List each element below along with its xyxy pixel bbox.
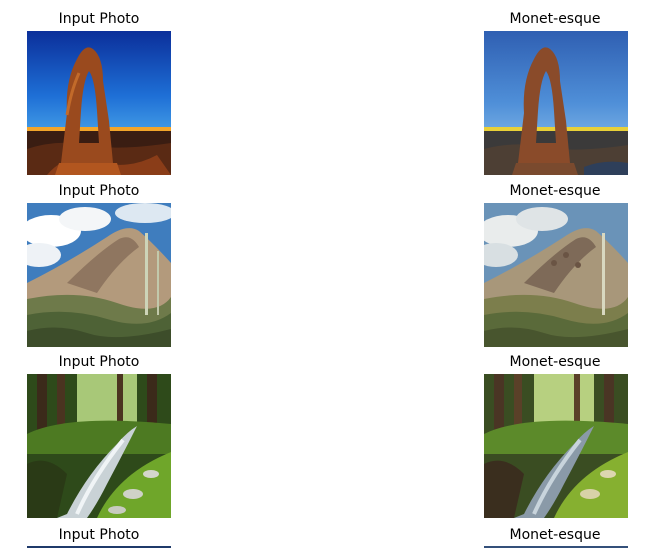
input-photo-title-3: Input Photo [58, 354, 140, 370]
input-photo-4-edge [27, 546, 171, 548]
monet-title-4: Monet-esque [509, 527, 601, 543]
monet-title-2: Monet-esque [509, 183, 601, 199]
input-photo-title-4: Input Photo [58, 527, 140, 543]
forest-stream-photo [27, 374, 171, 518]
monet-title-1: Monet-esque [509, 11, 601, 27]
monet-photo-4-edge [484, 546, 628, 548]
input-photo-title-1: Input Photo [58, 11, 140, 27]
desert-mountain-monet [484, 203, 628, 347]
arch-sunset-photo [27, 31, 171, 175]
desert-mountain-photo [27, 203, 171, 347]
forest-stream-monet [484, 374, 628, 518]
arch-sunset-monet [484, 31, 628, 175]
monet-title-3: Monet-esque [509, 354, 601, 370]
input-photo-title-2: Input Photo [58, 183, 140, 199]
